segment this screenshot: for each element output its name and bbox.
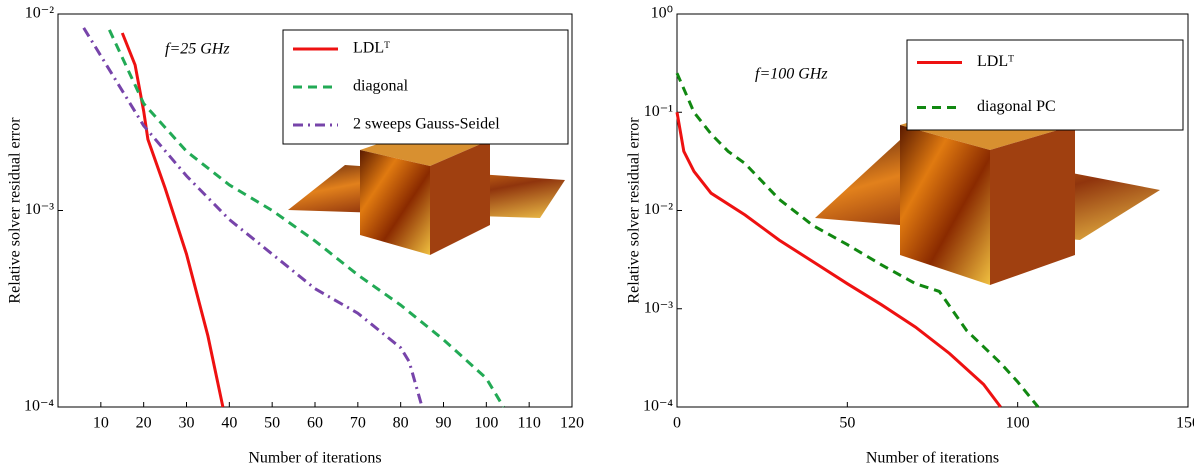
x-tick-label: 30 bbox=[179, 415, 195, 432]
x-tick-label: 40 bbox=[221, 415, 237, 432]
x-tick-label: 100 bbox=[474, 415, 498, 432]
y-tick-label: 10⁻³ bbox=[25, 201, 54, 218]
x-tick-label: 110 bbox=[517, 415, 540, 432]
x-tick-label: 10 bbox=[93, 415, 109, 432]
y-axis-label: Relative solver residual error bbox=[7, 117, 24, 304]
y-tick-label: 10⁻² bbox=[25, 5, 54, 22]
y-tick-label: 10⁻³ bbox=[644, 299, 673, 316]
x-tick-label: 0 bbox=[673, 415, 681, 432]
legend-label: diagonal bbox=[353, 78, 409, 95]
x-tick-label: 120 bbox=[560, 415, 584, 432]
x-tick-label: 20 bbox=[136, 415, 152, 432]
y-axis-label: Relative solver residual error bbox=[626, 117, 643, 304]
legend-label: 2 sweeps Gauss-Seidel bbox=[353, 116, 500, 133]
y-tick-label: 10⁻¹ bbox=[644, 103, 673, 120]
legend-label: diagonal PC bbox=[977, 98, 1056, 115]
legend-label: LDLᵀ bbox=[977, 53, 1014, 70]
annotation: f=25 GHz bbox=[165, 41, 230, 58]
x-tick-label: 100 bbox=[1006, 415, 1030, 432]
x-axis-label: Number of iterations bbox=[866, 450, 999, 467]
legend-box bbox=[907, 40, 1183, 130]
x-tick-label: 60 bbox=[307, 415, 323, 432]
x-axis-label: Number of iterations bbox=[248, 450, 381, 467]
y-tick-label: 10⁻² bbox=[644, 201, 673, 218]
x-tick-label: 70 bbox=[350, 415, 366, 432]
y-tick-label: 10⁻⁴ bbox=[24, 398, 54, 415]
figure: 10 20 30 40 50 60 70 80 90 100 110 120 10⁻⁴ 10⁻³ 10⁻² N… bbox=[0, 0, 1194, 471]
x-tick-label: 80 bbox=[393, 415, 409, 432]
y-tick-label: 10⁻⁴ bbox=[643, 398, 673, 415]
x-tick-label: 50 bbox=[264, 415, 280, 432]
x-tick-label: 90 bbox=[436, 415, 452, 432]
y-tick-label: 10⁰ bbox=[651, 5, 673, 22]
annotation: f=100 GHz bbox=[755, 66, 828, 83]
legend-label: LDLᵀ bbox=[353, 40, 390, 57]
x-tick-label: 50 bbox=[839, 415, 855, 432]
x-tick-label: 150 bbox=[1176, 415, 1194, 432]
